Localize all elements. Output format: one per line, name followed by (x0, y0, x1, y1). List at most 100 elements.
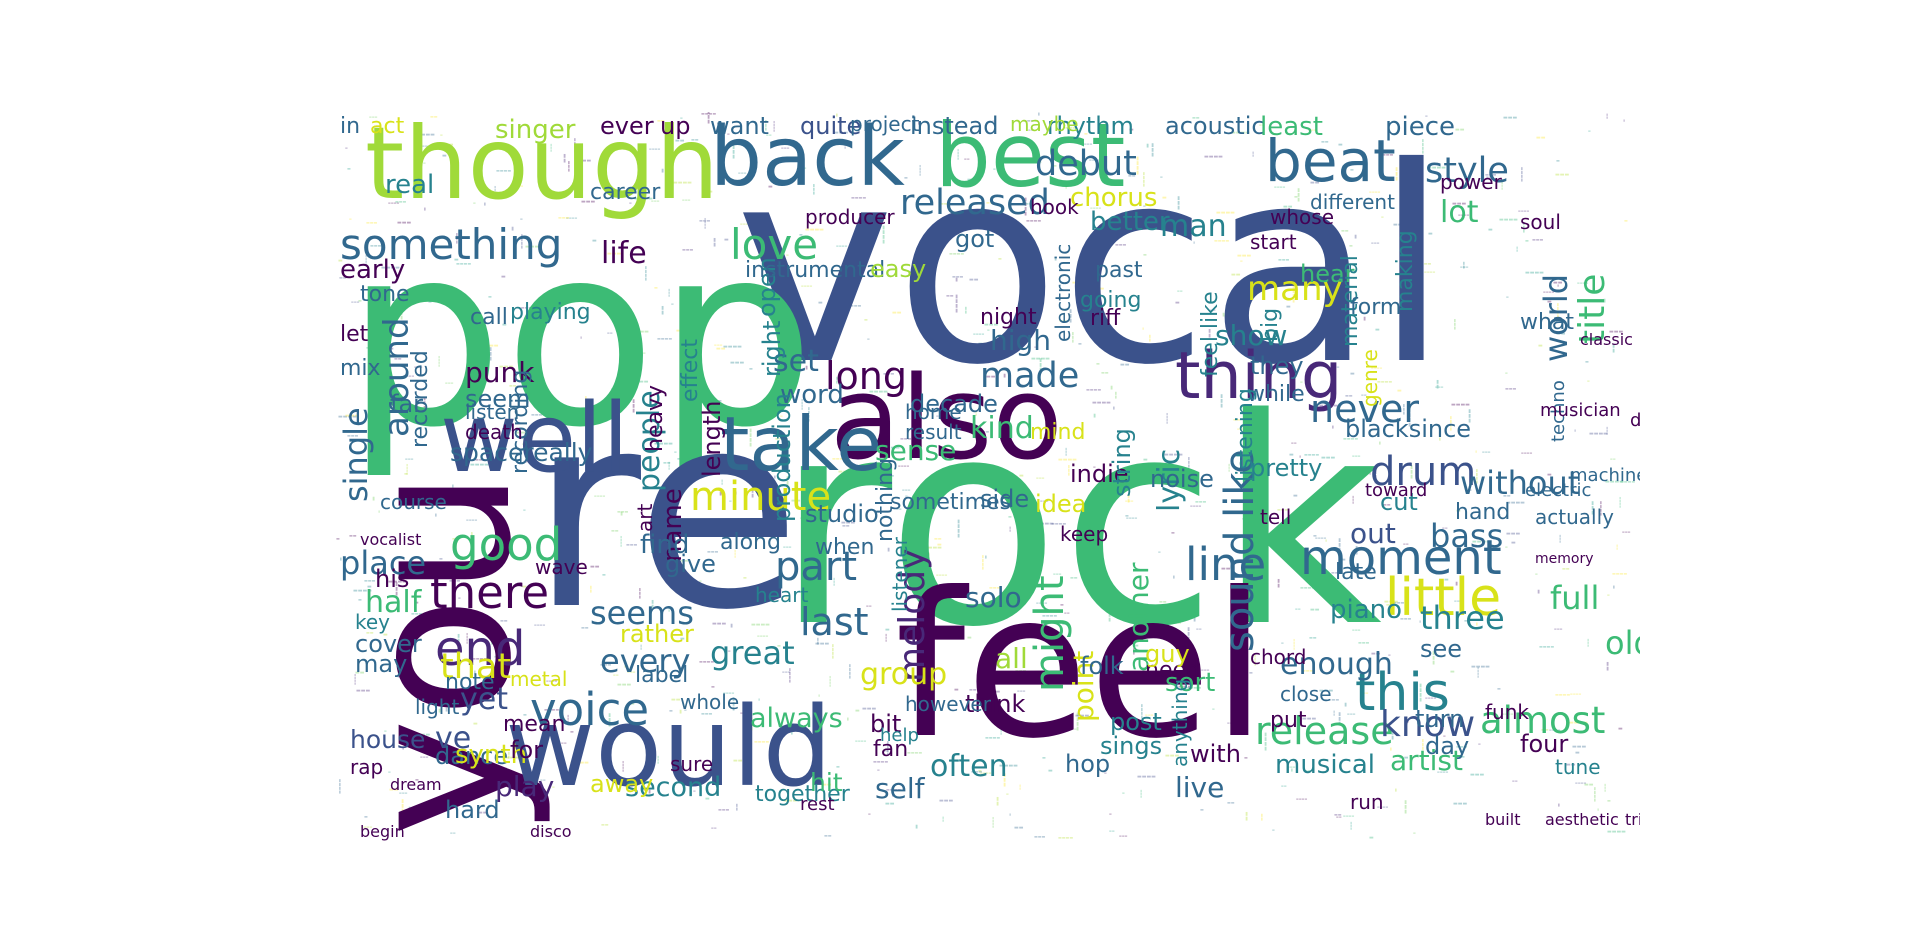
cloud-word: let (340, 322, 369, 347)
cloud-texture: ▬ (658, 402, 662, 407)
cloud-texture: ▬▬ (430, 114, 438, 119)
cloud-texture: ▬▬▬▬ (1300, 585, 1316, 590)
cloud-word: bit (870, 710, 902, 738)
cloud-texture: ▬ (1104, 771, 1107, 775)
cloud-texture: ▬▬▬ (967, 177, 982, 183)
cloud-texture: ▬▬▬▬ (985, 735, 1001, 740)
cloud-texture: ▬▬▬▬ (791, 498, 810, 504)
cloud-texture: ▬ (373, 423, 376, 427)
cloud-word: studio (805, 500, 879, 528)
cloud-word: live (1175, 771, 1225, 804)
cloud-texture: ▬ (1319, 324, 1323, 329)
cloud-word: ever (600, 112, 654, 140)
cloud-texture: ▬▬▬▬ (570, 760, 589, 766)
cloud-texture: ▬▬▬ (1454, 599, 1463, 603)
cloud-texture: ▬ (1286, 304, 1291, 310)
cloud-texture: ▬ (1175, 300, 1180, 306)
cloud-texture: ▬▬▬ (1237, 427, 1246, 431)
cloud-texture: ▬ (693, 789, 696, 793)
cloud-texture: ▬ (1611, 585, 1616, 589)
cloud-word: feel like (1198, 291, 1223, 377)
cloud-texture: ▬▬▬▬ (1427, 165, 1446, 171)
cloud-word: synth (455, 740, 528, 770)
cloud-texture: ▬ (885, 627, 890, 633)
cloud-texture: ▬▬▬ (351, 300, 360, 304)
cloud-texture: ▬▬▬ (1403, 799, 1409, 814)
cloud-texture: ▬▬▬ (1237, 253, 1252, 259)
cloud-texture: ▬▬ (1231, 272, 1241, 278)
cloud-texture: ▬▬▬▬ (1589, 431, 1608, 437)
cloud-texture: ▬▬▬ (1452, 201, 1467, 207)
cloud-texture: ▬▬▬▬ (353, 588, 372, 594)
cloud-texture: ▬▬▬ (677, 456, 689, 461)
cloud-texture: ▬▬▬▬ (1058, 835, 1074, 840)
cloud-word: singer (495, 115, 576, 145)
cloud-texture: ▬▬▬▬ (388, 579, 407, 585)
cloud-texture: ▬ (1162, 195, 1167, 201)
cloud-texture: ▬ (440, 133, 443, 137)
cloud-texture: ▬▬ (639, 379, 649, 385)
cloud-texture: ▬▬▬ (1201, 668, 1210, 672)
cloud-texture: ▬▬▬ (1506, 531, 1521, 537)
cloud-texture: ▬▬▬▬ (1137, 774, 1156, 780)
cloud-texture: ▬▬▬ (986, 689, 1001, 695)
cloud-texture: ▬▬▬▬ (470, 462, 489, 468)
cloud-texture: ▬▬▬▬ (517, 305, 533, 310)
cloud-texture: ▬▬▬ (505, 755, 520, 761)
cloud-word: end (435, 621, 526, 677)
cloud-texture: ▬▬▬▬ (723, 344, 742, 350)
cloud-word: late (1335, 560, 1377, 585)
cloud-texture: ▬▬▬ (952, 274, 964, 279)
cloud-texture: ▬ (442, 153, 447, 159)
cloud-word: well (440, 384, 629, 494)
cloud-texture: ▬▬ (478, 810, 488, 816)
cloud-word: cover (355, 630, 422, 658)
cloud-texture: ▬ (1607, 798, 1611, 803)
cloud-texture: ▬▬▬▬ (1393, 222, 1412, 228)
cloud-word: without (1460, 464, 1581, 502)
cloud-texture: ▬▬▬ (1017, 689, 1026, 693)
cloud-texture: ▬▬▬ (1603, 783, 1607, 792)
cloud-texture: ▬▬▬ (1331, 365, 1340, 369)
cloud-texture: ▬▬ (590, 564, 600, 570)
cloud-texture: ▬▬ (1566, 762, 1576, 768)
cloud-texture: ▬ (1268, 537, 1271, 541)
cloud-texture: ▬ (827, 430, 832, 436)
cloud-texture: ▬▬ (701, 395, 707, 399)
cloud-texture: ▬▬▬ (557, 465, 569, 470)
cloud-texture: ▬ (1017, 422, 1020, 426)
cloud-word: chorus (1070, 183, 1158, 213)
cloud-word: big (1258, 307, 1283, 342)
cloud-word: metal (510, 667, 568, 691)
cloud-word: nothing (873, 458, 898, 542)
cloud-word: part (775, 544, 858, 590)
cloud-texture: ▬ (743, 575, 747, 580)
cloud-texture: ▬ (777, 643, 781, 648)
cloud-texture: ▬ (1092, 542, 1097, 548)
cloud-texture: ▬ (1469, 488, 1472, 492)
cloud-texture: ▬ (699, 579, 702, 583)
cloud-texture: ▬▬ (684, 298, 690, 302)
cloud-texture: ▬▬▬▬ (546, 679, 558, 683)
cloud-word: quite (800, 112, 862, 140)
cloud-texture: ▬ (458, 596, 461, 600)
cloud-texture: ▬▬▬▬ (1008, 670, 1024, 675)
cloud-texture: ▬ (967, 635, 972, 641)
cloud-texture: ▬▬▬ (1505, 386, 1517, 391)
cloud-texture: ▬▬▬▬ (338, 414, 357, 420)
cloud-texture: ▬▬▬▬ (1296, 797, 1308, 801)
cloud-texture: ▬ (786, 253, 789, 257)
cloud-texture: ▬▬▬▬ (381, 265, 400, 271)
cloud-word: also (830, 352, 1063, 486)
cloud-texture: ▬▬▬▬ (1371, 366, 1383, 370)
cloud-texture: ▬ (1300, 380, 1303, 384)
cloud-texture: ▬ (1511, 540, 1516, 546)
cloud-word: this (1355, 663, 1450, 723)
cloud-texture: ▬▬ (1128, 173, 1136, 178)
cloud-texture: ▬▬▬ (1287, 213, 1299, 218)
cloud-texture: ▬ (867, 337, 870, 341)
cloud-texture: ▬▬▬ (712, 621, 727, 627)
cloud-word: high (990, 324, 1052, 357)
cloud-texture: ▬ (428, 299, 432, 304)
cloud-texture: ▬ (1397, 388, 1402, 394)
